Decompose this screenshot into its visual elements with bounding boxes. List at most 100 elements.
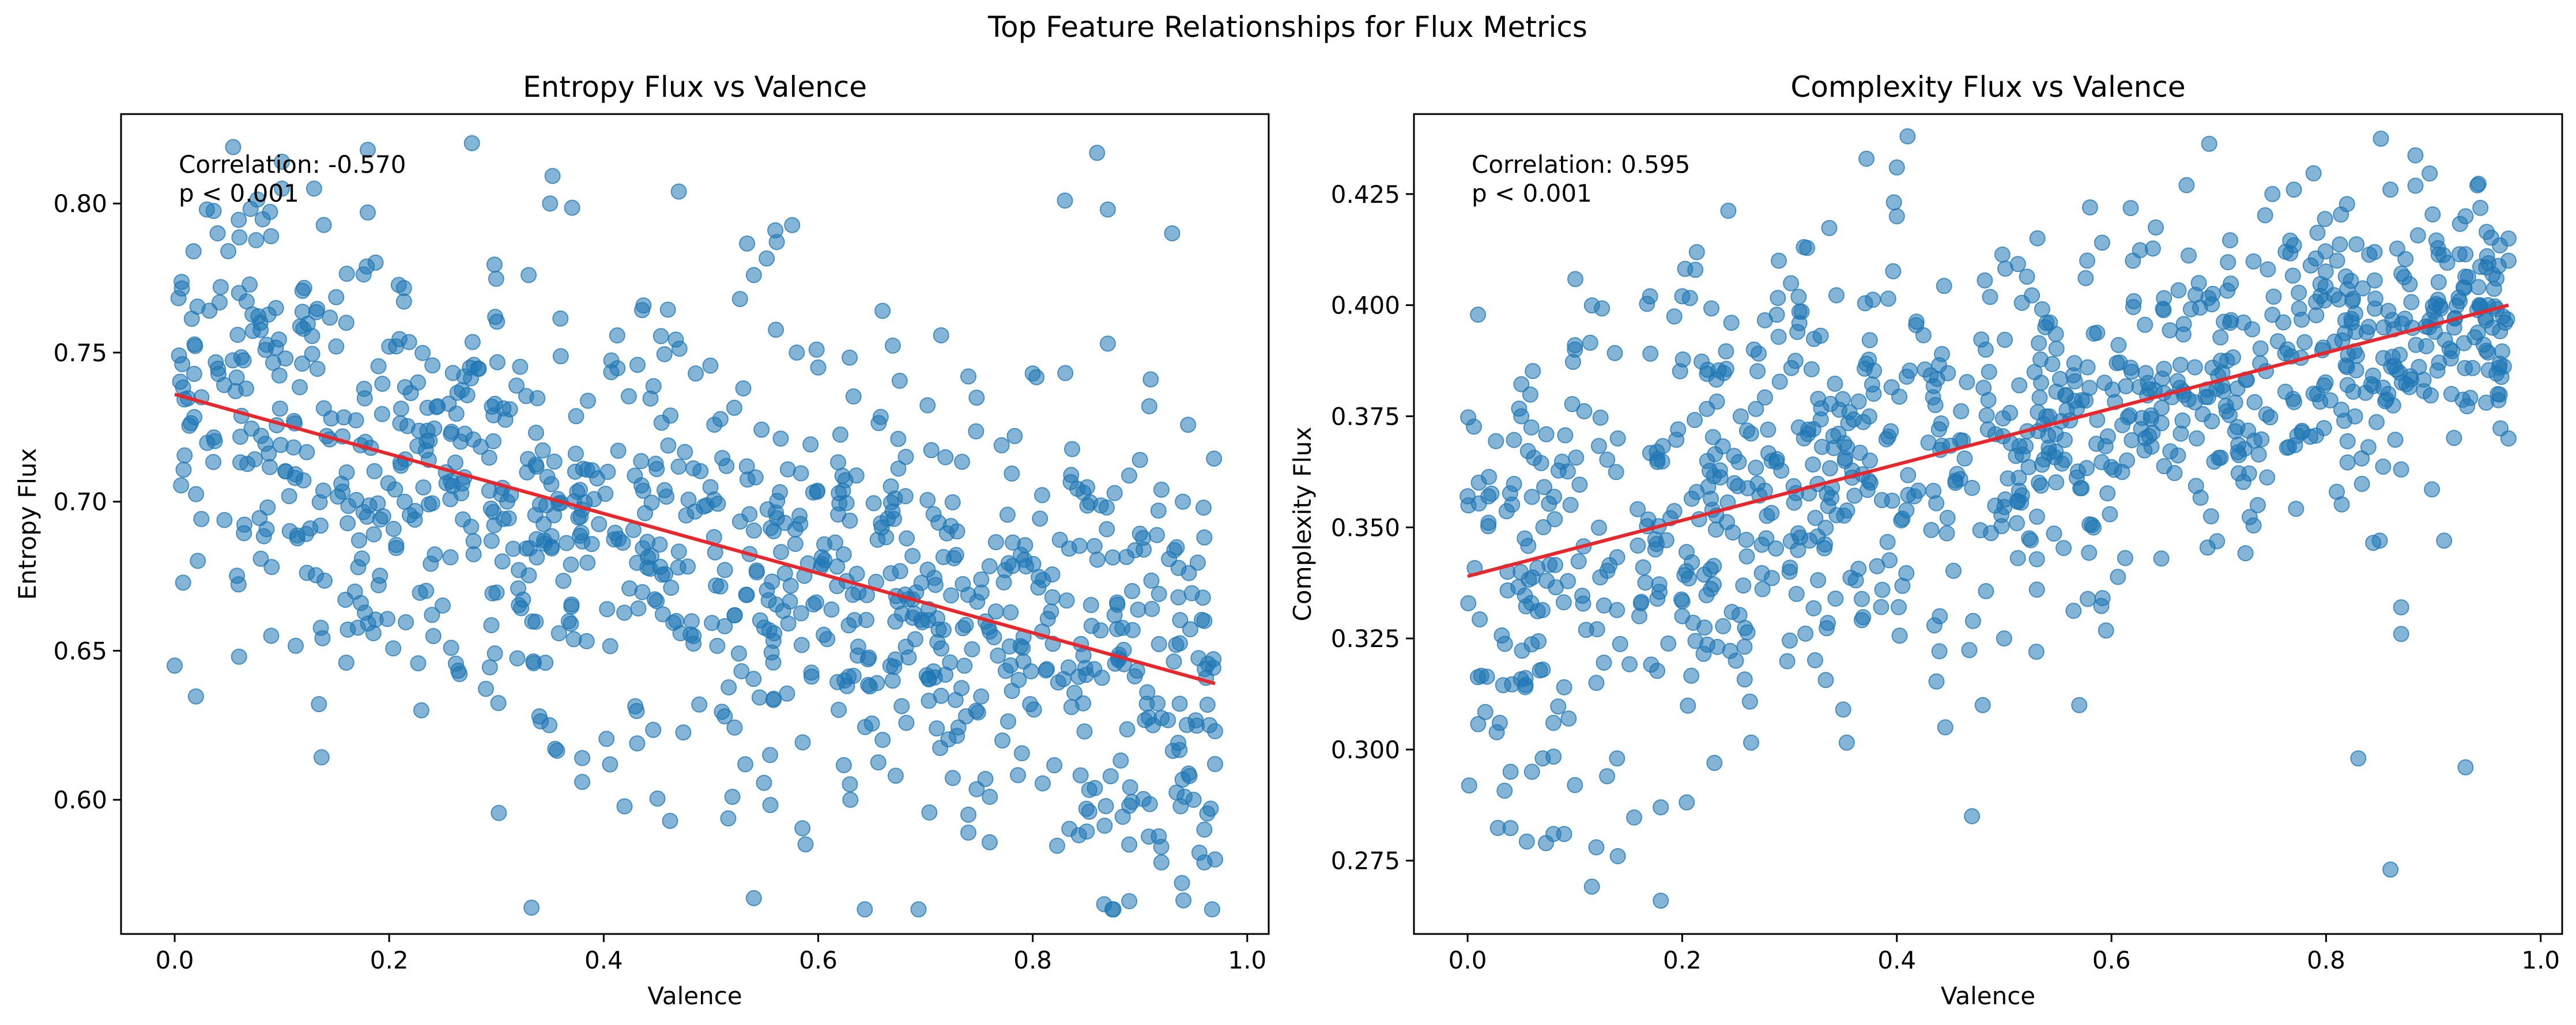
data-point [527, 506, 544, 523]
data-point [1153, 710, 1170, 727]
data-point [762, 747, 778, 763]
data-point [1660, 635, 1677, 652]
data-point [910, 901, 927, 918]
data-point [1699, 453, 1715, 470]
data-point [1676, 567, 1693, 584]
data-point [442, 549, 459, 566]
data-point [1920, 434, 1937, 451]
data-point [328, 338, 345, 355]
data-point [1879, 534, 1896, 550]
data-point [1706, 755, 1723, 771]
data-point [1934, 346, 1950, 362]
data-point [792, 516, 809, 532]
data-point [890, 430, 907, 447]
data-point [353, 595, 369, 611]
data-point [541, 717, 558, 733]
data-point [1592, 409, 1609, 426]
data-point [2333, 402, 2349, 418]
data-point [1207, 756, 1223, 773]
data-point [1121, 467, 1137, 484]
data-point [710, 496, 726, 512]
data-point [1977, 272, 1993, 289]
data-point [529, 531, 545, 547]
data-point [1736, 638, 1753, 655]
data-point [1770, 328, 1787, 345]
data-point [449, 384, 466, 401]
data-point [2479, 224, 2495, 240]
data-point [842, 792, 859, 808]
data-point [365, 625, 382, 641]
data-point [2428, 232, 2445, 249]
data-point [865, 495, 882, 512]
data-point [933, 640, 949, 657]
data-point [968, 423, 985, 440]
data-point [1642, 345, 1659, 362]
data-point [1952, 471, 1968, 487]
data-point [167, 657, 183, 674]
data-point [765, 690, 782, 707]
data-point [1171, 695, 1188, 712]
data-point [793, 637, 810, 653]
data-point [1591, 519, 1607, 536]
data-point [1736, 671, 1753, 688]
data-point [716, 562, 733, 578]
data-point [837, 472, 854, 489]
data-point [1753, 536, 1770, 553]
data-point [2367, 290, 2383, 307]
data-point [1143, 572, 1160, 589]
data-point [385, 521, 402, 537]
data-point [281, 488, 297, 505]
data-point [1979, 421, 1996, 438]
data-point [1938, 525, 1955, 542]
data-point [891, 372, 908, 389]
data-point [2294, 422, 2310, 439]
data-point [521, 267, 537, 283]
data-point [2500, 430, 2517, 447]
data-point [1079, 479, 1096, 496]
data-point [745, 890, 762, 906]
data-point [766, 625, 783, 642]
data-point [1199, 697, 1216, 713]
data-point [1709, 638, 1726, 655]
data-point [932, 740, 949, 757]
data-point [1106, 485, 1123, 501]
data-point [973, 688, 990, 705]
data-point [1104, 549, 1121, 566]
data-point [599, 601, 616, 618]
data-point [2424, 481, 2441, 498]
data-point [2175, 316, 2192, 332]
data-point [2204, 286, 2221, 302]
data-point [956, 657, 973, 674]
data-point [1626, 809, 1642, 826]
data-point [1002, 657, 1019, 674]
data-point [1536, 479, 1552, 496]
data-point [552, 310, 569, 327]
data-point [350, 559, 367, 576]
data-point [1803, 361, 1820, 377]
y-tick-label: 0.400 [1331, 292, 1400, 320]
data-point [175, 462, 192, 478]
data-point [1993, 518, 2010, 535]
y-axis-label: Complexity Flux [1288, 427, 1317, 622]
data-point [271, 367, 288, 384]
data-point [629, 357, 646, 373]
data-point [1109, 621, 1125, 637]
data-point [670, 543, 687, 560]
data-point [630, 600, 647, 616]
data-point [702, 357, 719, 374]
data-point [1470, 307, 1487, 323]
data-point [1821, 460, 1838, 476]
data-point [374, 406, 390, 422]
data-point [563, 598, 580, 615]
data-point [2436, 532, 2453, 549]
data-point [2118, 378, 2134, 395]
data-point [1017, 537, 1034, 554]
data-point [546, 453, 563, 470]
data-point [338, 464, 355, 481]
data-point [1206, 451, 1223, 467]
data-point [726, 607, 743, 623]
data-point [1004, 465, 1020, 482]
data-point [999, 506, 1016, 523]
data-point [944, 770, 961, 786]
data-point [330, 488, 346, 505]
